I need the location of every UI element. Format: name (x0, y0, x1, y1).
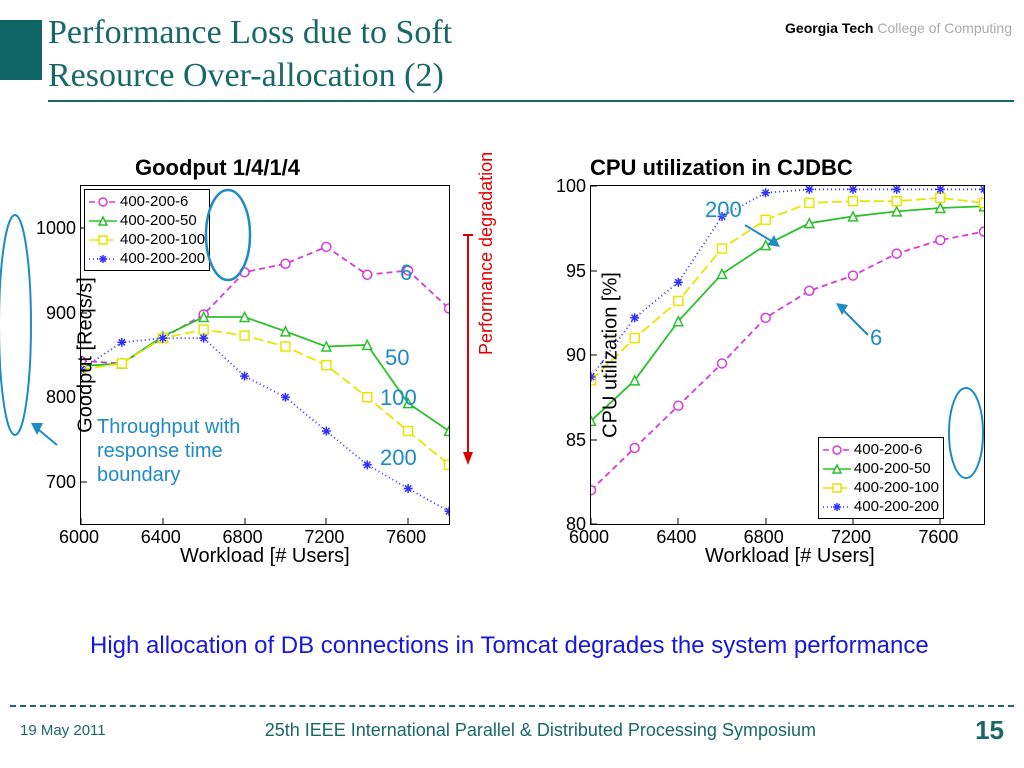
arrow-6-icon (828, 295, 878, 345)
arrow-200-icon (740, 203, 790, 253)
summary-text: High allocation of DB connections in Tom… (90, 630, 929, 661)
red-arrow-icon (460, 230, 480, 470)
anno-100: 100 (380, 385, 417, 411)
cpu-chart: 8085909510060006400680072007600400-200-6… (590, 185, 985, 525)
legend: 400-200-6400-200-50400-200-100400-200-20… (818, 437, 944, 519)
goodput-chart: 700800900100060006400680072007600400-200… (80, 185, 450, 525)
logo-text-1: Georgia Tech (785, 20, 873, 36)
right-chart-title: CPU utilization in CJDBC (590, 155, 853, 181)
footer-divider (10, 705, 1014, 707)
anno-50: 50 (385, 345, 409, 371)
slide-title: Performance Loss due to Soft Resource Ov… (48, 12, 452, 97)
left-xlabel: Workload [# Users] (180, 545, 350, 568)
right-xlabel: Workload [# Users] (705, 545, 875, 568)
charts-area: Goodput 1/4/1/4 CPU utilization in CJDBC… (0, 145, 1024, 625)
anno-200: 200 (380, 445, 417, 471)
logo-text-2: College of Computing (877, 20, 1012, 36)
throughput-note: Throughput with response time boundary (97, 415, 297, 487)
ylabel-oval-icon (0, 195, 75, 475)
right-oval-icon (944, 385, 994, 485)
footer-conference: 25th IEEE International Parallel & Distr… (265, 720, 816, 741)
footer: 19 May 2011 25th IEEE International Para… (0, 715, 1024, 746)
page-number: 15 (975, 715, 1004, 746)
accent-block (0, 20, 42, 80)
title-underline (48, 100, 1014, 102)
institution-logo: Georgia Tech College of Computing (785, 20, 1012, 36)
title-line-1: Performance Loss due to Soft (48, 12, 452, 55)
title-line-2: Resource Over-allocation (2) (48, 55, 452, 98)
legend: 400-200-6400-200-50400-200-100400-200-20… (84, 189, 210, 271)
left-chart-title: Goodput 1/4/1/4 (135, 155, 300, 181)
anno-6: 6 (400, 260, 412, 286)
legend-oval-icon (200, 185, 260, 285)
left-ylabel: Goodput [Reqs/s] (74, 277, 97, 433)
right-ylabel: CPU utilization [%] (599, 272, 622, 438)
slide-header: Performance Loss due to Soft Resource Ov… (0, 0, 1024, 105)
r-anno-200: 200 (705, 197, 742, 223)
footer-date: 19 May 2011 (20, 722, 106, 739)
